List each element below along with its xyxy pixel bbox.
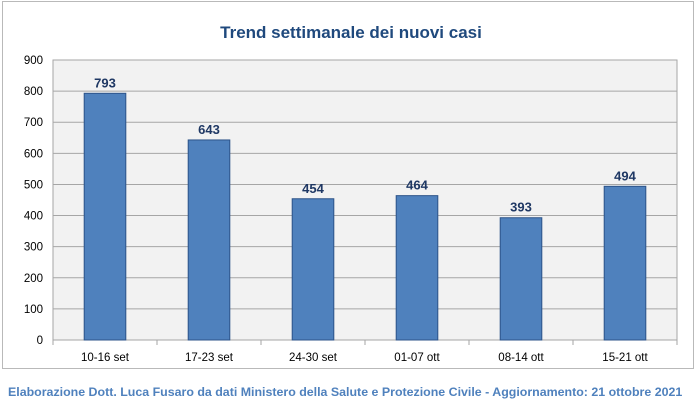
bar (395, 195, 439, 341)
chart-svg: Trend settimanale dei nuovi casi 0 100 200… (24, 23, 678, 364)
bar-value-label: 793 (94, 75, 116, 90)
y-tick-label: 300 (24, 242, 43, 254)
bar (499, 217, 543, 341)
footer-credit: Elaborazione Dott. Luca Fusaro da dati M… (8, 385, 683, 399)
bar-value-label: 494 (614, 168, 636, 183)
y-tick-label: 400 (24, 211, 43, 223)
chart-title: Trend settimanale dei nuovi casi (220, 23, 482, 42)
x-tick-label: 17-23 set (185, 352, 234, 364)
bar (291, 198, 335, 341)
bar-value-label: 454 (302, 181, 324, 196)
y-tick-label: 800 (24, 86, 43, 98)
bar (187, 139, 231, 341)
y-axis-ticks: 0 100 200 300 400 500 600 700 800 900 (24, 55, 43, 347)
chart-frame: Trend settimanale dei nuovi casi 0 100 200… (2, 1, 694, 369)
x-axis-ticks: 10-16 set 17-23 set 24-30 set 01-07 ott 08-1… (81, 352, 648, 364)
y-tick-label: 700 (24, 117, 43, 129)
y-tick-label: 200 (24, 273, 43, 285)
data-labels: 793 643 454 464 393 494 (94, 75, 636, 214)
bar (83, 92, 127, 341)
y-tick-label: 500 (24, 179, 43, 191)
y-tick-label: 900 (24, 55, 43, 67)
x-tick-label: 24-30 set (289, 352, 338, 364)
plot-area (52, 59, 678, 341)
x-tick-label: 10-16 set (81, 352, 130, 364)
x-tick-label: 01-07 ott (394, 352, 440, 364)
grid-lines (52, 90, 678, 345)
y-tick-label: 0 (37, 335, 43, 347)
bar (603, 185, 647, 341)
y-tick-label: 100 (24, 304, 43, 316)
y-tick-label: 600 (24, 148, 43, 160)
x-tick-label: 08-14 ott (498, 352, 544, 364)
bar-value-label: 643 (198, 122, 220, 137)
bar-value-label: 393 (510, 200, 532, 215)
bars (83, 92, 647, 341)
bar-value-label: 464 (406, 178, 428, 193)
x-tick-label: 15-21 ott (602, 352, 648, 364)
